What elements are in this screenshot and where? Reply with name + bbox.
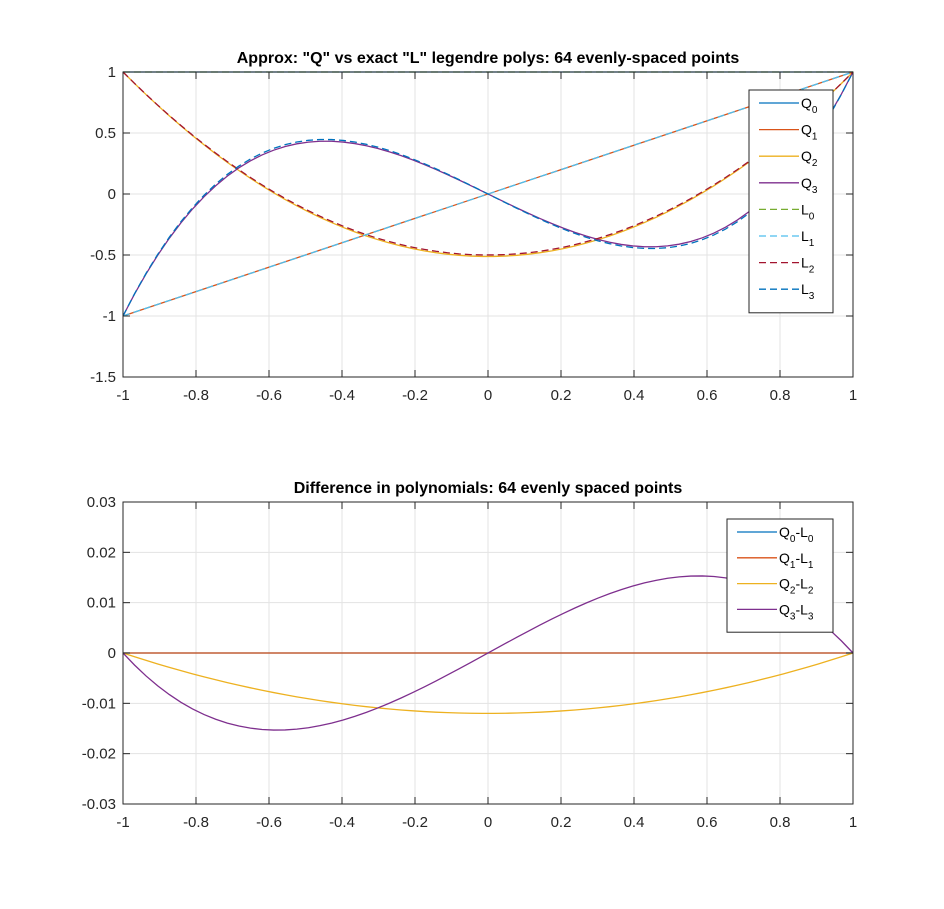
x-tick-label: -1 <box>116 387 129 404</box>
top-axes: -1 -0.8 -0.6 -0.4 -0.2 0 0.2 0.4 0.6 0.8 1-1.5-1-0… <box>90 50 857 404</box>
chart-title: Difference in polynomials: 64 evenly spa… <box>294 480 683 497</box>
x-tick-label: 0.8 <box>770 387 791 404</box>
legend-label: L2 <box>801 255 815 276</box>
x-tick-label: -1 <box>116 814 129 831</box>
chart-title: Approx: "Q" vs exact "L" legendre polys:… <box>237 50 740 67</box>
x-tick-label: -0.6 <box>256 387 282 404</box>
x-tick-label: 0.2 <box>551 814 572 831</box>
x-tick-label: -0.2 <box>402 387 428 404</box>
legend-label: L3 <box>801 281 815 302</box>
x-tick-label: -0.4 <box>329 387 355 404</box>
series-line-l2 <box>122 71 854 256</box>
x-tick-label: -0.8 <box>183 387 209 404</box>
legend-item: L0 <box>759 201 815 222</box>
legend-item: Q0 <box>759 95 818 116</box>
legend-item: Q3 <box>759 175 818 196</box>
legend-label: Q3-L3 <box>779 601 814 622</box>
x-tick-label: 1 <box>849 387 857 404</box>
y-tick-label: 0.5 <box>95 125 116 142</box>
y-tick-label: -1.5 <box>90 369 116 386</box>
y-tick-label: 0 <box>108 645 116 662</box>
legend-label: Q3 <box>801 175 818 196</box>
y-tick-label: -0.03 <box>82 796 116 813</box>
legend-item: Q2 <box>759 148 818 169</box>
y-tick-label: -0.5 <box>90 247 116 264</box>
legend-label: Q0-L0 <box>779 524 814 545</box>
legend-item: Q1 <box>759 122 818 143</box>
legend-label: L1 <box>801 228 815 249</box>
y-tick-label: -0.02 <box>82 746 116 763</box>
legend-item: L3 <box>759 281 815 302</box>
legend-item: L2 <box>759 255 815 276</box>
bottom-axes: -1 -0.8 -0.6 -0.4 -0.2 0 0.2 0.4 0.6 0.8 1 -0.03 -0.… <box>82 480 857 831</box>
series-line-d2 <box>122 652 854 715</box>
legend-label: Q1-L1 <box>779 550 814 571</box>
legend-item: Q0-L0 <box>737 524 814 545</box>
y-tick-label: -1 <box>103 308 116 325</box>
series-line-l1 <box>122 71 854 317</box>
x-tick-label: 0.6 <box>697 387 718 404</box>
legend-item: Q1-L1 <box>737 550 814 571</box>
y-tick-label: 0.01 <box>87 595 116 612</box>
legend-label: Q2-L2 <box>779 576 814 597</box>
x-tick-label: -0.6 <box>256 814 282 831</box>
x-tick-label: 0.4 <box>624 387 645 404</box>
legend: Q0 Q1 Q2 Q3 L0 L1 L2 L3 <box>748 89 834 314</box>
series-line-l3 <box>122 71 854 317</box>
x-tick-label: 0 <box>484 814 492 831</box>
series-group <box>122 575 854 731</box>
legend-box <box>748 89 834 314</box>
x-tick-label: 0 <box>484 387 492 404</box>
x-tick-label: -0.8 <box>183 814 209 831</box>
legend-box <box>726 518 834 633</box>
legend-item: L1 <box>759 228 815 249</box>
legend-label: Q1 <box>801 122 818 143</box>
y-tick-label: 0.02 <box>87 544 116 561</box>
x-tick-label: 0.8 <box>770 814 791 831</box>
series-line-q2 <box>122 71 854 258</box>
ticks: -1 -0.8 -0.6 -0.4 -0.2 0 0.2 0.4 0.6 0.8 1 -0.03 -0.… <box>82 494 857 831</box>
x-tick-label: -0.2 <box>402 814 428 831</box>
legend: Q0-L0 Q1-L1 Q2-L2 Q3-L3 <box>726 518 834 633</box>
x-tick-label: 0.6 <box>697 814 718 831</box>
legend-item: Q3-L3 <box>737 601 814 622</box>
x-tick-label: -0.4 <box>329 814 355 831</box>
y-tick-label: 1 <box>108 64 116 81</box>
x-tick-label: 1 <box>849 814 857 831</box>
y-tick-label: -0.01 <box>82 695 116 712</box>
legend-label: Q2 <box>801 148 818 169</box>
y-tick-label: 0.03 <box>87 494 116 511</box>
y-tick-label: 0 <box>108 186 116 203</box>
legend-label: L0 <box>801 201 815 222</box>
x-tick-label: 0.2 <box>551 387 572 404</box>
ticks: -1 -0.8 -0.6 -0.4 -0.2 0 0.2 0.4 0.6 0.8 1-1.5-1-0… <box>90 64 857 404</box>
legend-label: Q0 <box>801 95 818 116</box>
legend-item: Q2-L2 <box>737 576 814 597</box>
x-tick-label: 0.4 <box>624 814 645 831</box>
